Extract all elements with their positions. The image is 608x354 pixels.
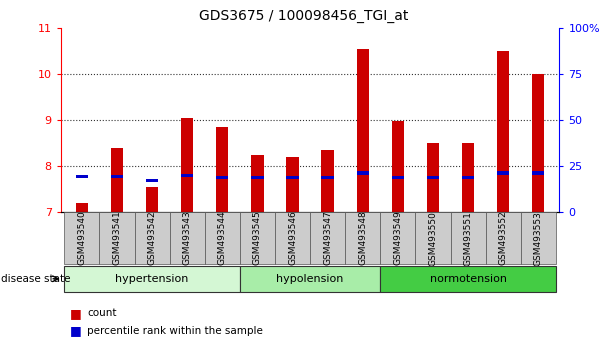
Text: count: count <box>87 308 117 318</box>
Bar <box>310 212 345 264</box>
Text: GSM493553: GSM493553 <box>534 211 543 266</box>
Bar <box>216 127 229 212</box>
Text: normotension: normotension <box>430 274 506 284</box>
Bar <box>111 148 123 212</box>
Bar <box>251 155 263 212</box>
Bar <box>532 74 544 212</box>
Bar <box>216 176 229 179</box>
Bar <box>111 175 123 178</box>
Bar <box>146 187 158 212</box>
Bar <box>427 176 439 179</box>
Bar <box>532 171 544 175</box>
Text: ■: ■ <box>70 325 81 337</box>
Bar <box>380 266 556 292</box>
Bar <box>286 157 299 212</box>
Bar <box>322 176 334 179</box>
Text: GSM493551: GSM493551 <box>463 211 472 266</box>
Text: GSM493550: GSM493550 <box>429 211 438 266</box>
Bar <box>451 212 486 264</box>
Text: hypertension: hypertension <box>116 274 188 284</box>
Bar <box>240 266 380 292</box>
Bar <box>380 212 415 264</box>
Bar <box>392 121 404 212</box>
Text: GSM493540: GSM493540 <box>77 211 86 266</box>
Bar <box>181 118 193 212</box>
Text: GSM493548: GSM493548 <box>358 211 367 266</box>
Bar <box>497 171 510 175</box>
Bar <box>462 143 474 212</box>
Bar <box>322 150 334 212</box>
Bar <box>462 176 474 179</box>
Text: GSM493547: GSM493547 <box>323 211 332 266</box>
Bar <box>520 212 556 264</box>
Bar <box>240 212 275 264</box>
Bar <box>64 266 240 292</box>
Bar <box>205 212 240 264</box>
Bar <box>146 179 158 183</box>
Text: percentile rank within the sample: percentile rank within the sample <box>87 326 263 336</box>
Text: GSM493545: GSM493545 <box>253 211 262 266</box>
Bar <box>427 143 439 212</box>
Bar <box>64 212 100 264</box>
Bar <box>357 49 369 212</box>
Bar <box>286 176 299 179</box>
Text: GSM493542: GSM493542 <box>148 211 157 266</box>
Bar <box>251 176 263 179</box>
Bar <box>497 51 510 212</box>
Text: disease state: disease state <box>1 274 71 284</box>
Bar <box>345 212 380 264</box>
Text: GSM493544: GSM493544 <box>218 211 227 266</box>
Text: GSM493546: GSM493546 <box>288 211 297 266</box>
Bar <box>76 175 88 178</box>
Bar <box>170 212 205 264</box>
Text: GSM493549: GSM493549 <box>393 211 402 266</box>
Text: GSM493543: GSM493543 <box>182 211 192 266</box>
Bar <box>357 171 369 175</box>
Text: hypolension: hypolension <box>277 274 344 284</box>
Text: GDS3675 / 100098456_TGI_at: GDS3675 / 100098456_TGI_at <box>199 9 409 23</box>
Bar <box>134 212 170 264</box>
Text: GSM493541: GSM493541 <box>112 211 122 266</box>
Bar <box>76 203 88 212</box>
Text: GSM493552: GSM493552 <box>499 211 508 266</box>
Text: ■: ■ <box>70 307 81 320</box>
Bar <box>181 174 193 177</box>
Bar <box>392 176 404 179</box>
Bar <box>275 212 310 264</box>
Bar <box>100 212 134 264</box>
Bar <box>486 212 520 264</box>
Bar <box>415 212 451 264</box>
